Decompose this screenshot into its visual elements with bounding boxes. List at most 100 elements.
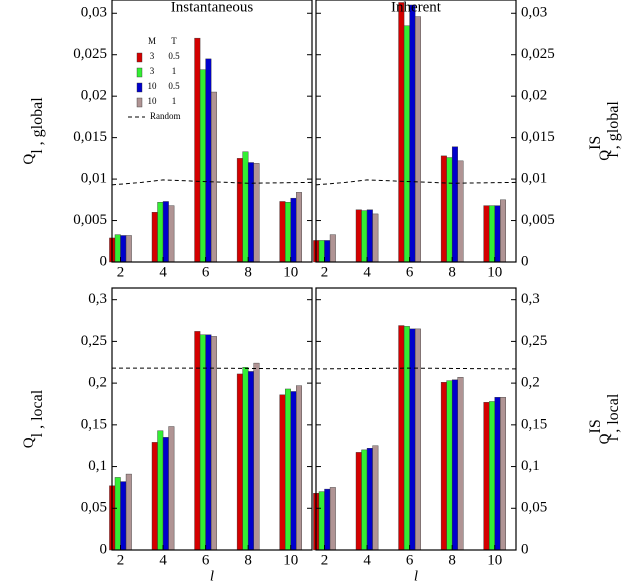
y-label-main: Q	[21, 437, 37, 448]
x-tick-label: 4	[159, 552, 167, 568]
y-tick-label: 0	[100, 253, 108, 269]
y-tick-label: 0,02	[81, 88, 107, 104]
y-tick-label: 0,03	[81, 5, 107, 21]
bar	[457, 377, 464, 551]
bar	[483, 402, 490, 551]
legend-swatch	[136, 67, 143, 78]
random-line	[315, 367, 517, 370]
bar	[446, 380, 453, 551]
bar	[168, 426, 175, 551]
x-tick-label: 2	[117, 552, 125, 568]
bar	[125, 235, 132, 263]
bar	[162, 437, 169, 551]
x-tick-label: 8	[448, 552, 456, 568]
bar	[324, 488, 331, 551]
y-tick-label: 0,025	[73, 46, 107, 62]
y-tick-label: 0,015	[521, 129, 555, 145]
bar	[500, 199, 506, 263]
bar	[194, 37, 201, 263]
y-tick-label: 0,01	[81, 171, 107, 187]
bar	[296, 192, 302, 263]
random-line	[315, 179, 517, 186]
bar	[120, 481, 127, 551]
x-tick-label: 4	[363, 552, 371, 568]
bar	[242, 367, 249, 551]
legend-label: 0.5	[168, 51, 180, 61]
y-axis-label: QISl , global	[587, 101, 622, 161]
x-tick-label: 10	[487, 552, 502, 568]
y-tick-label: 0,05	[81, 500, 107, 516]
bar	[329, 487, 336, 551]
y-tick-label: 0,2	[521, 375, 540, 391]
random-line	[112, 367, 313, 370]
legend-label: 1	[172, 96, 177, 106]
bar	[457, 160, 464, 263]
y-tick-label: 0,015	[73, 129, 107, 145]
bar	[409, 328, 416, 551]
bar	[440, 155, 447, 263]
bar	[318, 491, 325, 551]
bar	[205, 58, 212, 263]
x-tick-label: 6	[406, 552, 414, 568]
y-tick-label: 0,25	[81, 333, 107, 349]
y-label-sub: l , global	[605, 101, 622, 158]
x-axis-label: l	[210, 568, 214, 584]
bar	[329, 234, 336, 263]
bar	[253, 163, 260, 263]
bar	[247, 162, 254, 263]
y-label-sub: l , global	[29, 97, 46, 154]
y-tick-label: 0	[521, 253, 529, 269]
plot-frame	[315, 287, 517, 551]
y-tick-label: 0,3	[521, 291, 540, 307]
panel-title: Inherent	[391, 0, 442, 15]
y-tick-label: 0,1	[88, 458, 107, 474]
bar	[279, 201, 286, 263]
legend-header: T	[171, 36, 177, 46]
y-tick-label: 0	[100, 541, 108, 557]
bar	[236, 373, 243, 551]
plot-frame	[111, 0, 313, 263]
bar	[440, 382, 447, 551]
bar	[414, 16, 421, 263]
x-tick-label: 2	[321, 552, 329, 568]
bar	[205, 334, 212, 551]
y-tick-label: 0,025	[521, 46, 555, 62]
y-axis-label: QISl , local	[587, 393, 622, 444]
bar	[361, 449, 368, 551]
bar	[483, 205, 490, 263]
x-tick-label: 8	[448, 264, 456, 280]
y-label-sup: IS	[587, 136, 604, 150]
x-tick-label: 8	[244, 552, 252, 568]
y-tick-label: 0,3	[88, 291, 107, 307]
bar	[494, 205, 501, 263]
random-line	[111, 179, 313, 186]
legend-label: Random	[150, 111, 181, 121]
legend-header: M	[148, 36, 156, 46]
bar	[253, 362, 260, 551]
bar	[125, 473, 132, 551]
bar	[114, 477, 121, 551]
y-tick-label: 0,005	[73, 212, 107, 228]
bar	[494, 397, 501, 551]
bar	[162, 201, 169, 263]
bar	[318, 240, 325, 263]
x-tick-label: 8	[244, 264, 252, 280]
bar	[500, 397, 506, 551]
bar	[296, 385, 302, 551]
legend-swatch	[136, 97, 143, 108]
x-tick-label: 10	[283, 264, 298, 280]
bar	[324, 240, 331, 263]
bar	[236, 158, 243, 263]
x-axis-label: l	[414, 568, 418, 584]
bar	[284, 388, 291, 551]
bar	[403, 326, 410, 551]
bar	[151, 442, 158, 551]
bar	[446, 157, 453, 263]
plot-frame	[315, 0, 517, 263]
y-label-sup: IS	[587, 419, 604, 433]
bar	[157, 430, 164, 551]
bar	[409, 4, 416, 263]
legend-label: 3	[150, 66, 155, 76]
x-tick-label: 4	[363, 264, 371, 280]
x-tick-label: 2	[117, 264, 125, 280]
